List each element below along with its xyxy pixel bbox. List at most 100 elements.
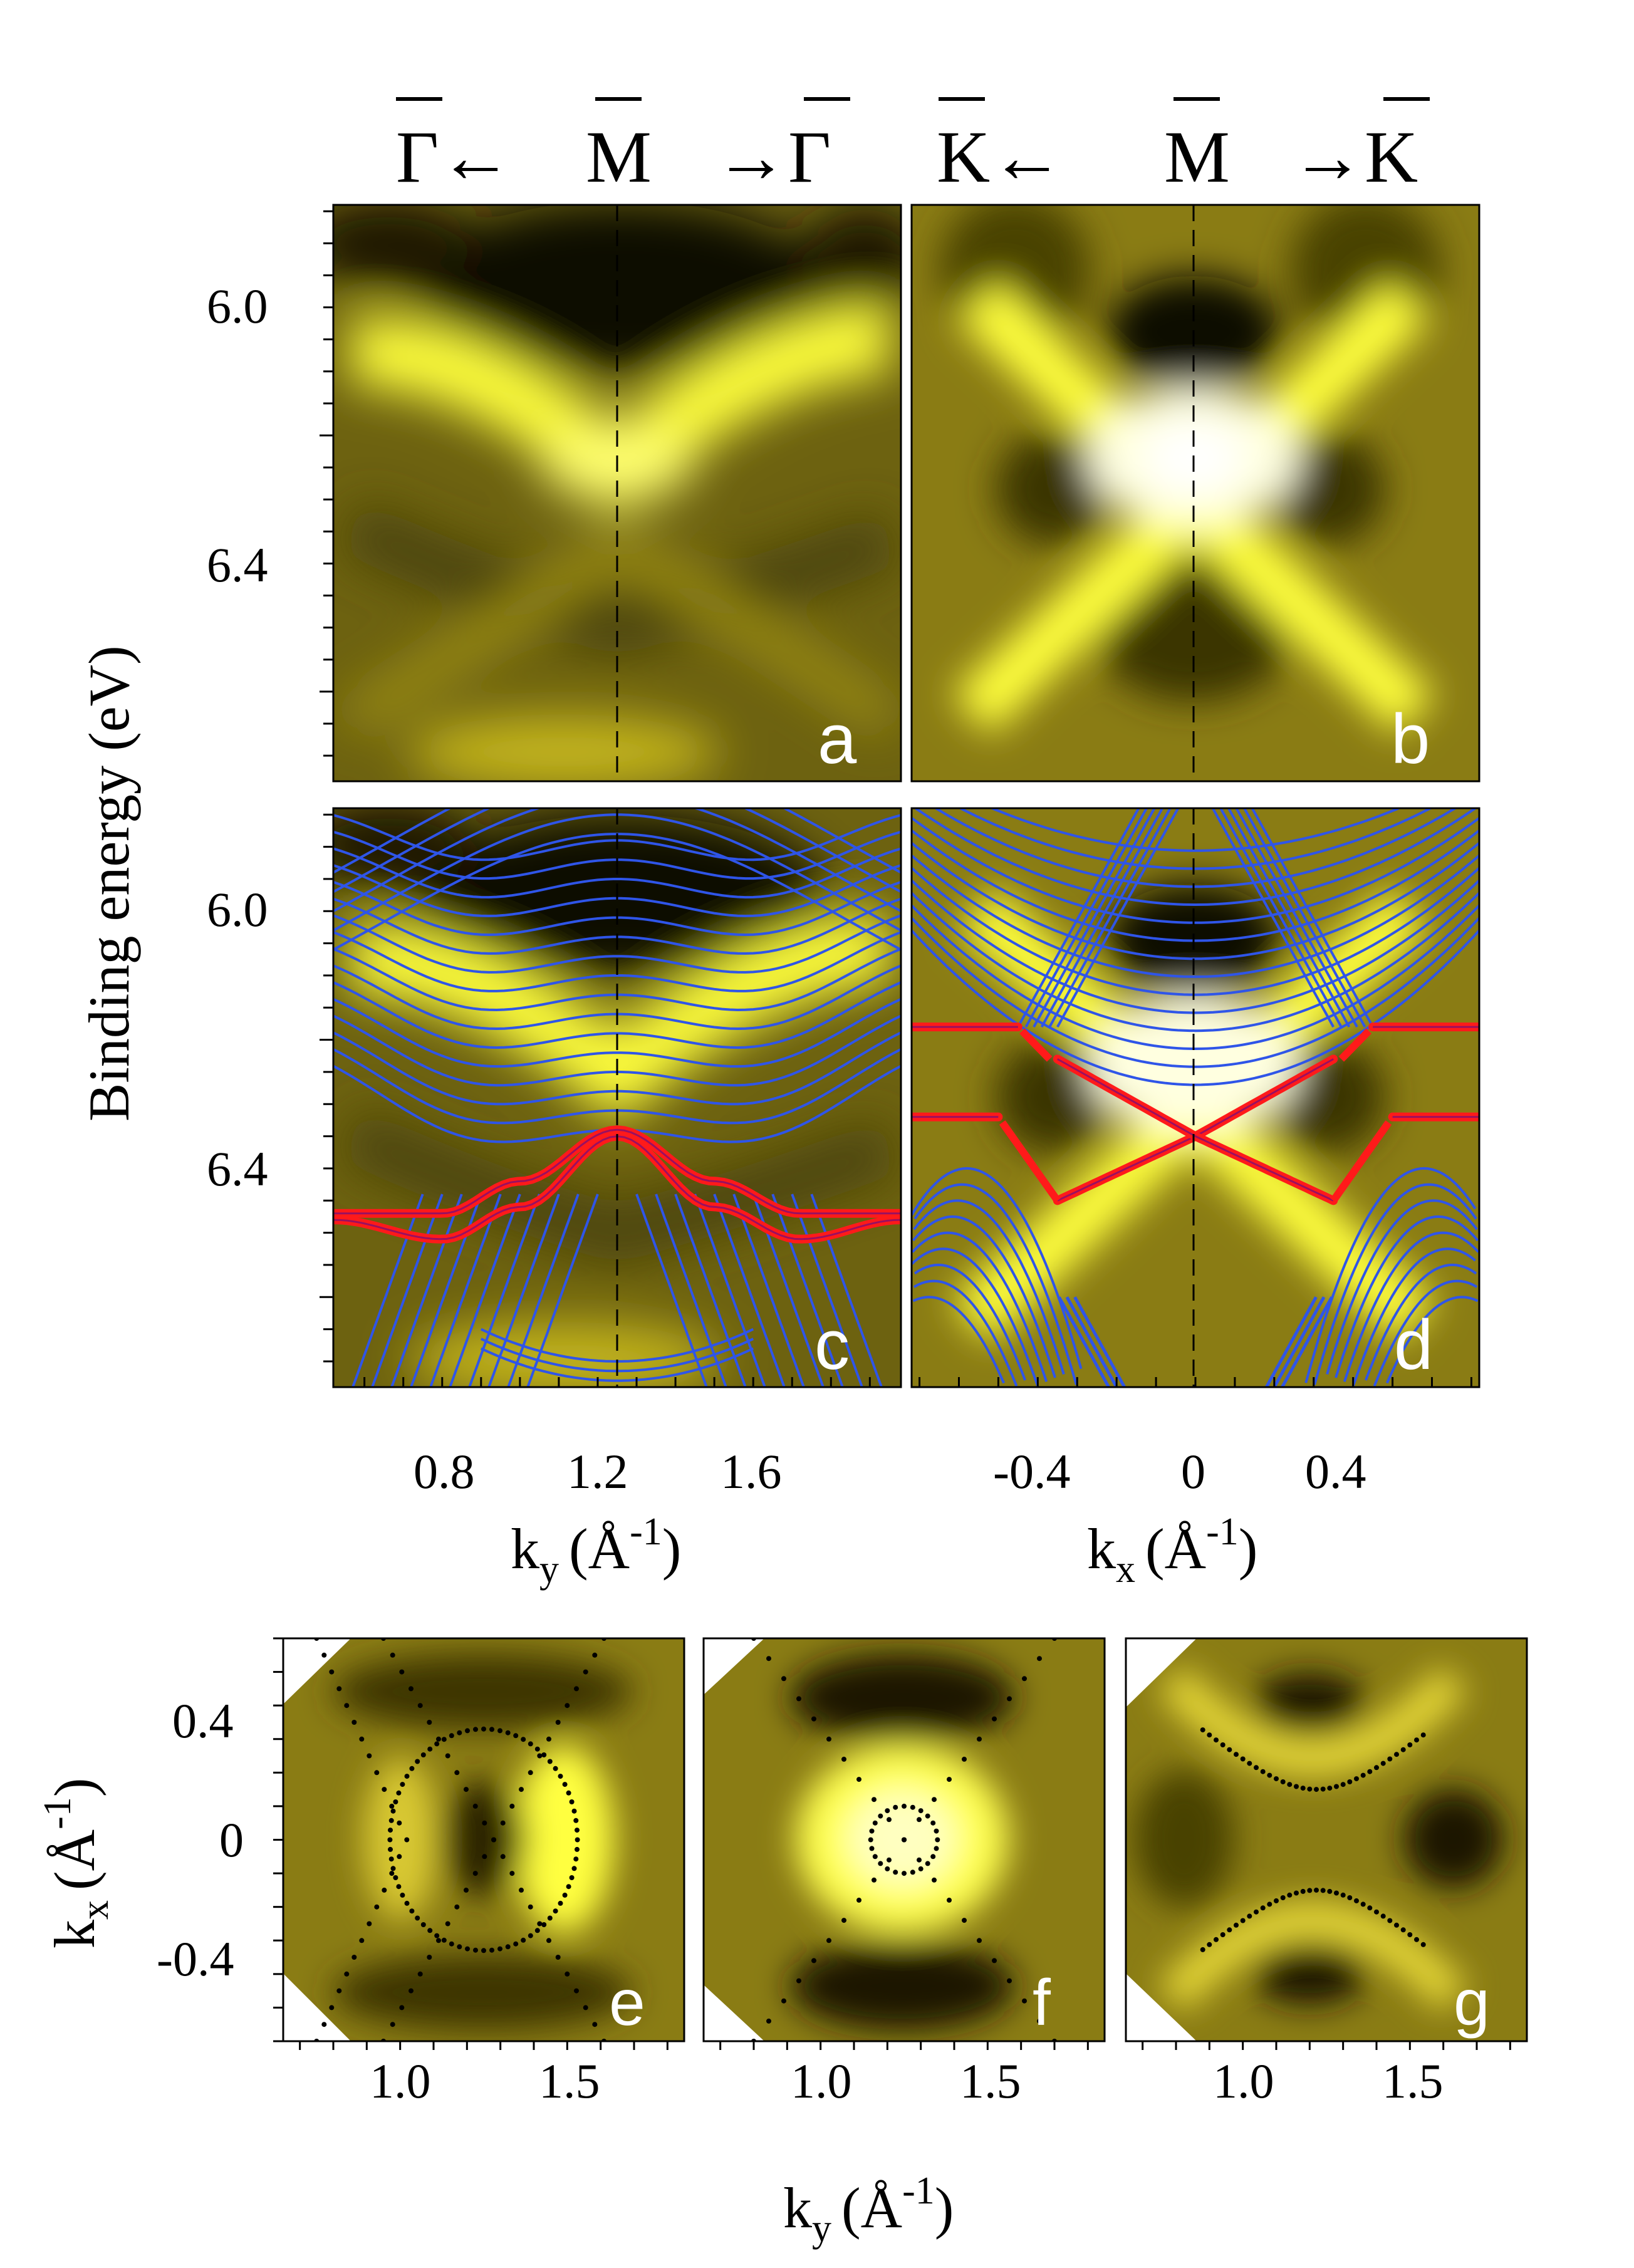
contour-dot [1037,1656,1042,1662]
calculated-band [913,1183,1078,1385]
contour-dot [344,1971,350,1977]
contour-dot [321,1652,327,1658]
xlabel-ky-top: ky (Å-1) [511,1511,681,1591]
contour-dot [445,1753,450,1759]
contour-dot [1347,1895,1353,1900]
calculated-band [333,997,901,1068]
contour-dot [1234,1922,1239,1928]
contour-dot [454,1770,460,1776]
xtick-c-1.6: 1.6 [721,1444,782,1499]
calculated-band [674,1194,747,1387]
contour-dot [1374,1909,1379,1915]
contour-dot [397,1854,402,1860]
calculated-band [1304,1167,1477,1383]
contour-dot [766,2018,771,2024]
xlabel-ky-bottom: ky (Å-1) [783,2170,954,2250]
contour-dot [571,1866,577,1871]
contour-dot [1387,1756,1393,1762]
panel-c-calculated-bands [333,808,901,1387]
contour-dot [569,1799,575,1804]
contour-dot [387,1837,393,1843]
calculated-band [1343,1231,1479,1382]
contour-dot [329,1669,335,1675]
calculated-band [1033,808,1156,1028]
contour-dot [351,1720,357,1725]
contour-dot [1220,1742,1226,1747]
calculated-band [333,847,901,899]
contour-dot [1200,1727,1205,1733]
calculated-band [771,1194,844,1387]
contour-dot [441,1937,447,1943]
contour-dot [902,1871,907,1876]
contour-dot [885,1808,890,1814]
contour-dot [434,1741,440,1747]
xtick-d-m0.4: -0.4 [993,1444,1070,1499]
contour-dot [449,1733,454,1739]
contour-dot [925,1861,930,1866]
calculated-band [1056,808,1180,1028]
contour-dot [887,1857,892,1863]
contour-dot [445,1921,450,1927]
contour-dot [436,1736,441,1742]
contour-dot [1267,1772,1272,1778]
contour-dot [351,1955,357,1960]
contour-dot [1294,1784,1299,1789]
contour-dot [781,1676,786,1682]
contour-dot [925,1813,930,1819]
contour-dot [547,1759,553,1764]
panel-e-contour [314,1638,606,2041]
contour-dot [555,1955,561,1960]
contour-dot [947,1777,952,1782]
panel-d-letter: d [1394,1306,1433,1384]
calculated-band [1385,1296,1479,1384]
contour-dot [420,1922,426,1927]
contour-dot [472,1803,478,1809]
calculated-band [912,1247,1039,1386]
contour-dot [569,1875,575,1880]
contour-dot [390,1866,396,1871]
contour-dot [1240,1756,1246,1762]
tick-labels: 6.0 6.4 6.0 6.4 0.8 1.2 1.6 -0.4 0 0.4 0… [157,279,1444,2108]
contour-dot [415,1915,420,1921]
contour-dot [449,1941,454,1947]
ytick-e-m0.4: -0.4 [157,1932,234,1986]
surface-state-band [999,1120,1061,1203]
contour-dot [528,1770,533,1776]
panel-f-contour [751,1638,1057,2041]
ytick-a-6.0: 6.0 [207,279,268,333]
surface-state-band [1338,1028,1372,1062]
contour-dot [400,1892,405,1898]
xtick-c-1.2: 1.2 [567,1444,628,1499]
contour-dot [1387,1918,1393,1923]
contour-dot [947,1897,952,1903]
contour-dot [856,1777,861,1782]
contour-dot [811,1958,816,1964]
contour-dot [885,1866,890,1871]
contour-dot [902,1803,907,1809]
contour-dot [872,1854,878,1860]
panel-f: f [702,1637,1106,2042]
contour-dot [910,1804,915,1810]
contour-dot [404,1900,410,1906]
label-gamma-left: Γ← [396,116,513,198]
contour-dot [465,1946,470,1952]
top-labels: Γ← M →Γ K← M →K [396,97,1430,198]
contour-dot [872,1877,877,1883]
calculated-band [810,1194,883,1387]
xtick-g-1.0: 1.0 [1213,2054,1274,2108]
contour-dot [1327,1786,1333,1791]
contour-dot [464,1787,469,1792]
contour-dot [592,1652,598,1658]
calculated-band [1017,808,1140,1028]
contour-dot [781,1998,786,2004]
contour-dot [1260,1905,1266,1911]
contour-dot [497,1946,502,1952]
panel-c: c [332,807,902,1388]
calculated-band [1073,1296,1126,1387]
contour-dot [962,1918,967,1923]
contour-dot [553,1908,558,1914]
contour-dot [1227,1927,1232,1933]
contour-dot [528,1904,533,1910]
contour-dot [1007,1978,1012,1984]
xtick-g-1.5: 1.5 [1382,2054,1444,2108]
